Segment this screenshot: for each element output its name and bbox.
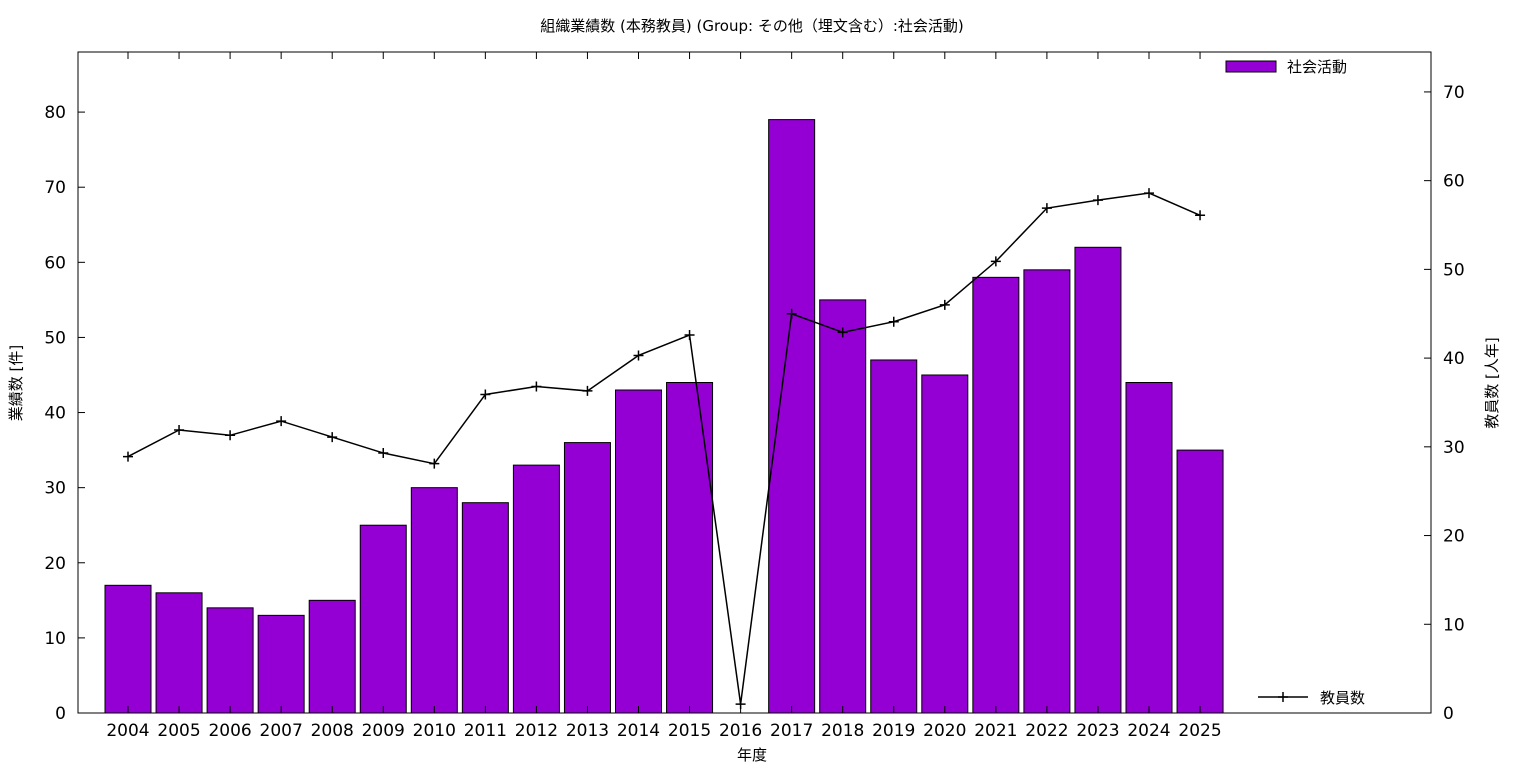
x-tick-label: 2024 bbox=[1127, 721, 1170, 741]
line-point-2015 bbox=[684, 330, 695, 341]
line-point-2022 bbox=[1041, 203, 1052, 214]
x-tick-label: 2009 bbox=[362, 721, 405, 741]
bar-2021 bbox=[972, 276, 1020, 714]
legend-bar-label: 社会活動 bbox=[1287, 58, 1347, 76]
right-axis: 0 10 20 30 40 50 60 70 bbox=[1424, 83, 1465, 724]
plot-frame bbox=[77, 51, 1432, 714]
legend-line: 教員数 bbox=[1258, 689, 1365, 707]
left-axis: 0 10 20 30 40 50 60 70 80 bbox=[44, 103, 85, 724]
right-tick-label: 0 bbox=[1443, 704, 1454, 724]
right-tick-label: 30 bbox=[1443, 438, 1465, 458]
line-point-2025 bbox=[1195, 210, 1206, 221]
line-point-2024 bbox=[1144, 188, 1154, 199]
bar-2017 bbox=[768, 119, 816, 714]
x-tick-label: 2008 bbox=[311, 721, 354, 741]
line-series bbox=[123, 188, 1206, 710]
bar-2022 bbox=[1023, 269, 1071, 714]
x-tick-label: 2012 bbox=[515, 721, 558, 741]
line-point-2023 bbox=[1092, 195, 1103, 206]
bar-2019 bbox=[870, 359, 918, 714]
x-tick-label: 2020 bbox=[923, 721, 966, 741]
x-tick-label: 2019 bbox=[872, 721, 915, 741]
x-tick-label: 2015 bbox=[668, 721, 711, 741]
x-tick-label: 2018 bbox=[821, 721, 864, 741]
x-tick-label: 2005 bbox=[157, 721, 200, 741]
left-tick-label: 10 bbox=[44, 629, 66, 649]
x-tick-label: 2013 bbox=[566, 721, 609, 741]
bar-2005 bbox=[155, 592, 203, 714]
line-point-2017 bbox=[786, 308, 797, 319]
bar-2008 bbox=[308, 599, 356, 714]
x-tick-label: 2004 bbox=[106, 721, 149, 741]
line-path bbox=[127, 192, 1201, 705]
bar-2023 bbox=[1074, 246, 1122, 714]
chart-title: 組織業績数 (本務教員) (Group: その他（埋文含む）:社会活動) bbox=[540, 17, 964, 35]
legend-line-marker bbox=[1278, 692, 1288, 702]
left-tick-label: 20 bbox=[44, 554, 66, 574]
bar-2020 bbox=[921, 374, 969, 714]
bar-2024 bbox=[1125, 382, 1173, 714]
right-tick-label: 60 bbox=[1443, 172, 1465, 192]
bar-series bbox=[104, 119, 1224, 714]
bar-2025 bbox=[1176, 449, 1224, 714]
line-point-2014 bbox=[633, 350, 644, 361]
bar-2009 bbox=[359, 524, 407, 714]
right-tick-label: 70 bbox=[1443, 83, 1465, 103]
bar-2004 bbox=[104, 584, 152, 714]
left-tick-label: 50 bbox=[44, 328, 66, 348]
bar-2014 bbox=[615, 389, 662, 714]
left-tick-label: 60 bbox=[44, 253, 66, 273]
x-tick-label: 2023 bbox=[1076, 721, 1119, 741]
x-tick-label: 2007 bbox=[260, 721, 303, 741]
x-tick-label: 2025 bbox=[1178, 721, 1221, 741]
left-axis-label: 業績数 [件] bbox=[7, 345, 25, 421]
x-tick-label: 2022 bbox=[1025, 721, 1068, 741]
bar-2007 bbox=[257, 614, 305, 714]
x-tick-label: 2017 bbox=[770, 721, 813, 741]
line-point-2019 bbox=[888, 316, 899, 327]
x-tick-label: 2014 bbox=[617, 721, 660, 741]
left-tick-label: 80 bbox=[44, 103, 66, 123]
legend-bars: 社会活動 bbox=[1225, 58, 1347, 76]
x-tick-label: 2006 bbox=[208, 721, 251, 741]
line-point-2006 bbox=[225, 430, 236, 441]
line-point-2004 bbox=[123, 451, 133, 462]
right-tick-label: 10 bbox=[1443, 615, 1465, 635]
right-tick-label: 50 bbox=[1443, 260, 1465, 280]
line-point-2009 bbox=[378, 448, 389, 459]
line-point-2020 bbox=[939, 299, 950, 310]
bar-2018 bbox=[819, 299, 867, 714]
bar-2013 bbox=[563, 442, 611, 714]
left-tick-label: 0 bbox=[55, 704, 66, 724]
legend-bar-swatch bbox=[1225, 60, 1277, 73]
bar-2010 bbox=[410, 487, 458, 714]
x-tick-label: 2011 bbox=[464, 721, 507, 741]
line-point-2021 bbox=[990, 256, 1001, 267]
left-tick-label: 40 bbox=[44, 404, 66, 424]
line-point-2008 bbox=[327, 432, 338, 443]
bar-2012 bbox=[512, 464, 560, 714]
bar-2011 bbox=[461, 502, 509, 714]
left-tick-label: 70 bbox=[44, 178, 66, 198]
x-tick-label: 2010 bbox=[413, 721, 456, 741]
x-tick-label: 2016 bbox=[719, 721, 762, 741]
bar-2015 bbox=[666, 382, 714, 714]
left-tick-label: 30 bbox=[44, 479, 66, 499]
line-point-2005 bbox=[174, 424, 185, 435]
line-point-2013 bbox=[582, 385, 593, 396]
x-tick-label: 2021 bbox=[974, 721, 1017, 741]
right-axis-label: 教員数 [人年] bbox=[1483, 337, 1501, 428]
right-tick-label: 20 bbox=[1443, 527, 1465, 547]
line-point-2011 bbox=[480, 389, 491, 400]
line-point-2012 bbox=[531, 381, 542, 392]
line-point-2007 bbox=[276, 416, 287, 427]
bar-2006 bbox=[206, 607, 254, 714]
x-axis-label: 年度 bbox=[737, 746, 767, 764]
line-point-2010 bbox=[429, 458, 440, 469]
legend-line-label: 教員数 bbox=[1320, 689, 1365, 707]
right-tick-label: 40 bbox=[1443, 349, 1465, 369]
line-point-2018 bbox=[837, 327, 848, 338]
x-axis: 2004 2005 2006 2007 2008 2009 2010 2011 2012 2013… bbox=[106, 52, 1222, 741]
